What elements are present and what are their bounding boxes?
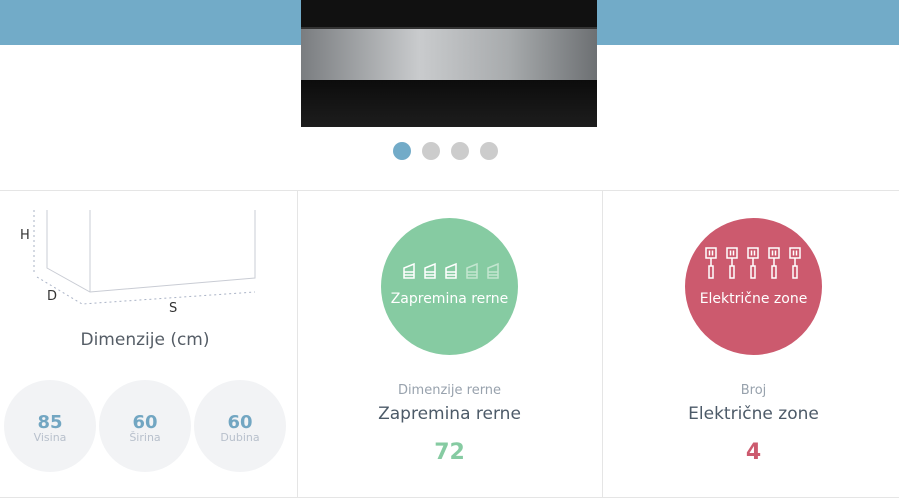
electric-zones-panel: Električne zone Broj Električne zone 4: [602, 190, 899, 497]
badge-label: Zapremina rerne: [390, 291, 509, 307]
feature-subtitle: Broj: [740, 383, 767, 398]
dimensions-diagram-icon: [33, 210, 256, 305]
height-value: 85: [37, 412, 63, 433]
feature-value: 4: [745, 440, 762, 465]
carousel-dot-4[interactable]: [480, 142, 498, 160]
oven-volume-panel: Zapremina rerne Dimenzije rerne Zapremin…: [297, 190, 602, 497]
depth-label: D: [47, 289, 58, 304]
divider: [602, 190, 603, 497]
feature-subtitle: Dimenzije rerne: [397, 383, 502, 398]
width-circle: 60 Širina: [99, 380, 191, 472]
divider: [0, 190, 899, 191]
height-label: H: [20, 228, 30, 243]
cake-slices-icon: [403, 262, 499, 279]
carousel-dot-2[interactable]: [422, 142, 440, 160]
carousel-dot-1[interactable]: [393, 142, 411, 160]
hob-zones-icon: [705, 247, 801, 279]
depth-name: Dubina: [220, 431, 260, 444]
oven-volume-badge: Zapremina rerne: [381, 218, 518, 355]
width-value: 60: [132, 412, 158, 433]
badge-label: Električne zone: [699, 291, 808, 307]
height-circle: 85 Visina: [4, 380, 96, 472]
feature-value: 72: [434, 440, 465, 465]
feature-name: Električne zone: [688, 404, 819, 424]
height-name: Visina: [33, 431, 67, 444]
dimensions-panel: H D S Dimenzije (cm) 85 Visina 60 Širina 6…: [0, 190, 297, 497]
depth-value: 60: [227, 412, 253, 433]
carousel-dot-3[interactable]: [451, 142, 469, 160]
dimensions-title: Dimenzije (cm): [80, 330, 210, 350]
product-image: [301, 0, 597, 127]
divider: [0, 497, 899, 498]
width-name: Širina: [129, 431, 161, 444]
feature-name: Zapremina rerne: [378, 404, 521, 424]
electric-zones-badge: Električne zone: [685, 218, 822, 355]
divider: [297, 190, 298, 497]
width-label: S: [169, 301, 178, 316]
depth-circle: 60 Dubina: [194, 380, 286, 472]
